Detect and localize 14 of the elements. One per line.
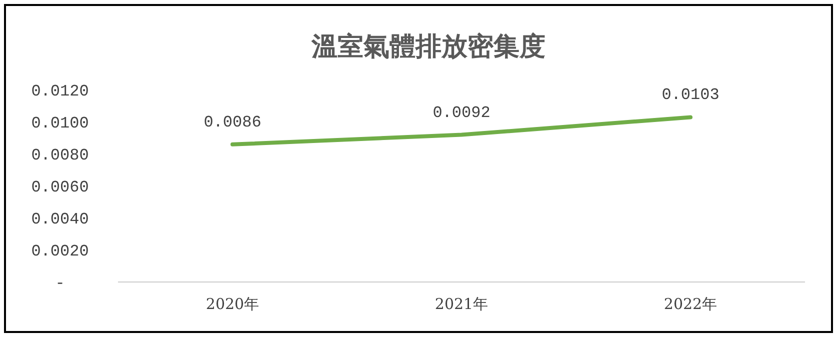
x-tick-label: 2021年: [434, 295, 488, 313]
y-tick-label: 0.0120: [31, 82, 89, 101]
x-tick-label: 2020年: [206, 295, 260, 313]
data-label: 0.0086: [204, 113, 262, 132]
y-tick-label: 0.0020: [31, 242, 89, 261]
y-tick-label: -: [55, 274, 65, 293]
chart-title: 溫室氣體排放密集度: [310, 32, 546, 62]
data-label: 0.0092: [432, 104, 490, 122]
data-label: 0.0103: [662, 86, 720, 104]
y-tick-label: 0.0040: [31, 210, 89, 229]
x-tick-label: 2022年: [664, 295, 718, 313]
y-tick-label: 0.0080: [31, 146, 89, 165]
y-tick-label: 0.0060: [31, 178, 89, 197]
y-tick-label: 0.0100: [31, 114, 89, 133]
